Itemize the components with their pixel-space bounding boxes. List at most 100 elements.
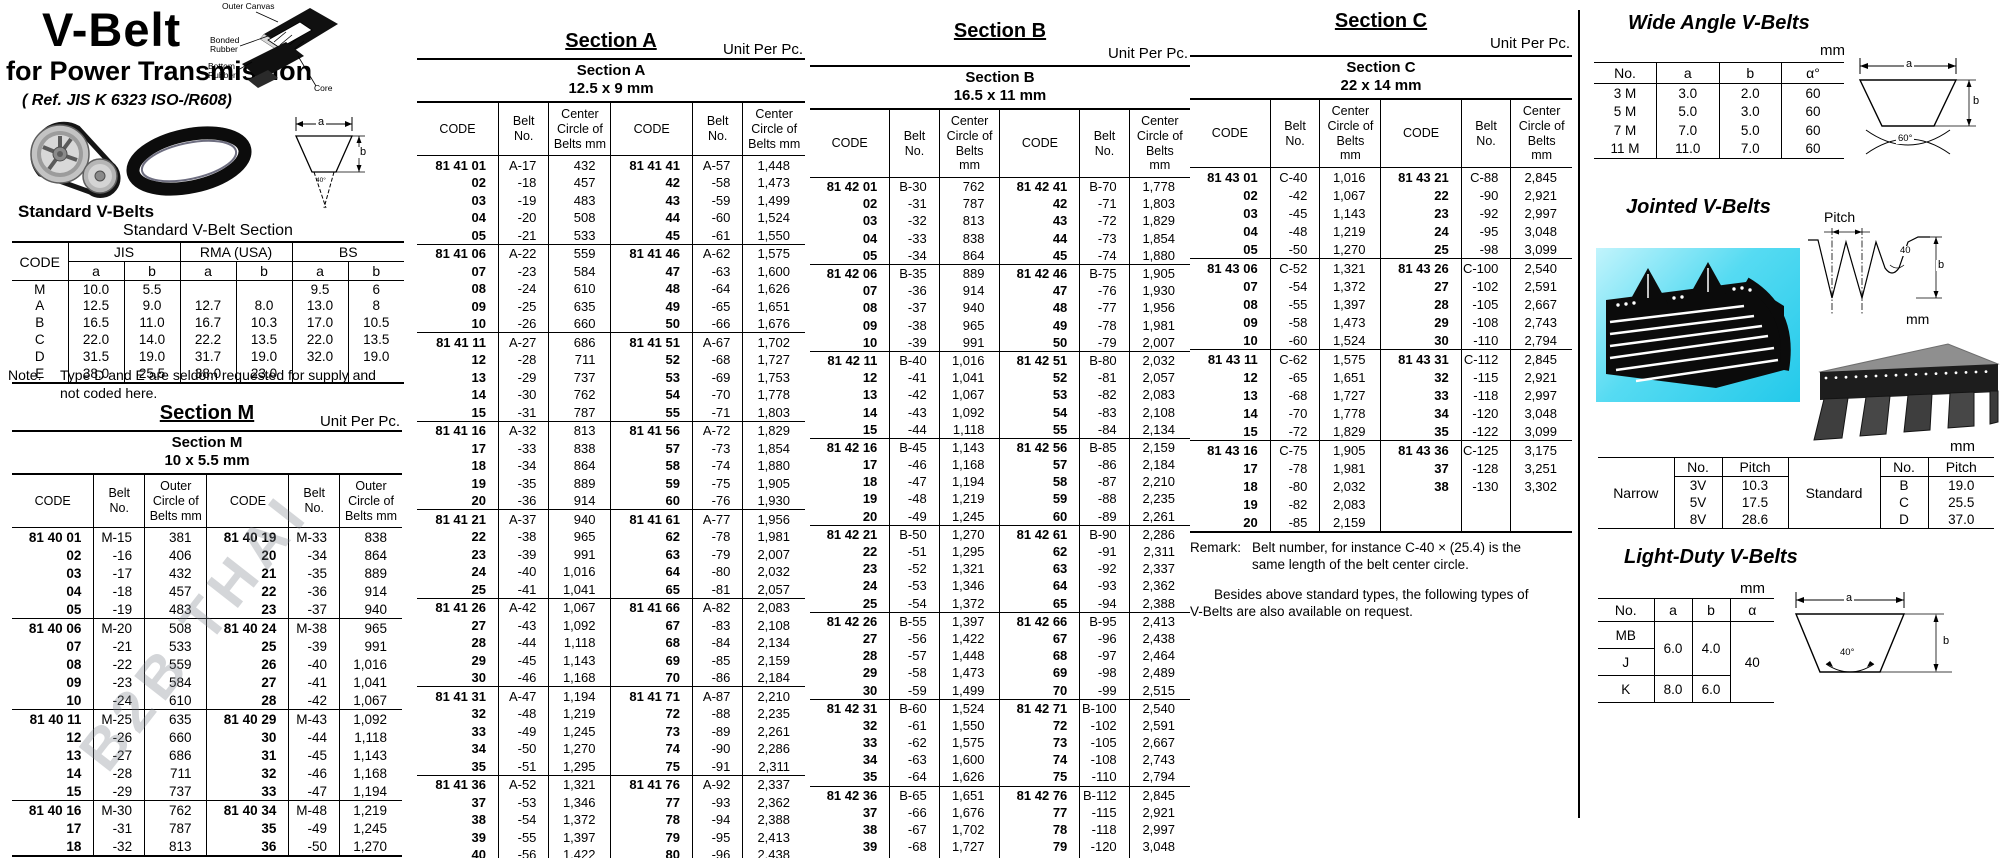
table-row: 15 -31 787 55 -71 1,803 <box>417 403 805 422</box>
table-row: 81 43 16 C-75 1,905 81 43 36 C-125 3,175 <box>1190 440 1572 459</box>
table-row: 12 -41 1,041 52 -81 2,057 <box>810 369 1190 387</box>
pitch-diagram: Pitch 40 b mm <box>1806 210 1947 340</box>
column-header: Center Circle of Belts mm <box>1319 100 1382 168</box>
table-row: 81 41 06 A-22 559 81 41 46 A-62 1,575 <box>417 243 805 263</box>
table-row: D 31.5 19.0 31.7 19.0 32.0 19.0 <box>12 348 404 365</box>
dim-a-label: a <box>1904 58 1915 70</box>
table-row: 33 -62 1,575 73 -105 2,667 <box>810 734 1190 752</box>
column-header: CODE <box>999 110 1081 178</box>
column-header: a <box>1653 598 1693 622</box>
section-a-title: Section A <box>565 30 657 52</box>
table-row: 25 -41 1,041 65 -81 2,057 <box>417 580 805 599</box>
standard-vbelts-heading: Standard V-Belts <box>18 202 155 221</box>
section-c-unit: Unit Per Pc. <box>1489 35 1570 52</box>
table-row: 17 -31 787 35 -49 1,245 <box>12 819 402 838</box>
table-row: 81 42 11 B-40 1,016 81 42 51 B-80 2,032 <box>810 350 1190 370</box>
column-header: b <box>123 261 181 281</box>
standard-vbelt-section-table: CODE JIS RMA (USA) BS a b a b a b M 10.0 5.5 9.5 6 A 12.… <box>12 241 404 384</box>
table-row: 5V 17.5 C 25.5 <box>1598 494 1994 511</box>
table-row: 07 -54 1,372 27 -102 2,591 <box>1190 277 1572 295</box>
column-header: JIS <box>67 242 181 262</box>
table-row: 07 -23 584 47 -63 1,600 <box>417 262 805 280</box>
table-row: 81 42 06 B-35 889 81 42 46 B-75 1,905 <box>810 263 1190 283</box>
table-row: 28 -44 1,118 68 -84 2,134 <box>417 633 805 652</box>
dim-a-label: a <box>1844 592 1855 604</box>
section-c-besides-text: Besides above standard types, the follow… <box>1190 586 1529 620</box>
wide-angle-diagram: a b 60° <box>1852 52 1982 166</box>
angle-label: 40 <box>1898 245 1913 256</box>
section-a-header: Section A Unit Per Pc. <box>417 30 805 58</box>
column-header: CODE <box>206 475 290 529</box>
column-header: Center Circle of Belts mm <box>548 103 612 157</box>
jointed-belt-photo <box>1596 248 1800 402</box>
standard-table-caption: Standard V-Belt Section <box>123 222 293 239</box>
table-row: 81 41 01 A-17 432 81 41 41 A-57 1,448 <box>417 155 805 174</box>
table-row: 35 -51 1,295 75 -91 2,311 <box>417 757 805 776</box>
table-row: 5 M 5.0 3.0 60 <box>1594 102 1844 121</box>
table-row: E 38.0 25.5 38.0 23.0 <box>12 364 404 383</box>
table-row: 08 -24 610 48 -64 1,626 <box>417 279 805 298</box>
table-row: 09 -25 635 49 -65 1,651 <box>417 297 805 315</box>
section-c-title: Section C <box>1334 10 1428 32</box>
column-header: No. <box>1879 457 1929 477</box>
section-a-data: CODE Belt No. Center Circle of Belts mm COD… <box>417 103 805 858</box>
light-duty-diagram: a 40° b <box>1786 584 1966 702</box>
table-row: 37 -53 1,346 77 -93 2,362 <box>417 793 805 811</box>
standard-label: Standard <box>1787 457 1881 529</box>
table-row: 24 -53 1,346 64 -93 2,362 <box>810 577 1190 595</box>
table-row: 15 -29 737 33 -47 1,194 <box>12 782 402 801</box>
table-row: 15 -72 1,829 35 -122 3,099 <box>1190 422 1572 441</box>
section-a-data-table: CODE Belt No. Center Circle of Belts mm COD… <box>417 103 805 858</box>
angle-label: 40° <box>316 177 326 184</box>
table-row: 12 -65 1,651 32 -115 2,921 <box>1190 368 1572 386</box>
column-header: Belt No. <box>1270 100 1321 168</box>
table-row: 20 -36 914 60 -76 1,930 <box>417 491 805 510</box>
table-row: 32 -61 1,550 72 -102 2,591 <box>810 716 1190 734</box>
section-m: Section M Unit Per Pc. Section M 10 x 5.… <box>12 402 402 858</box>
column-header: b <box>1691 598 1731 622</box>
section-b-title: Section B <box>953 20 1047 42</box>
table-row: 11 M 11.0 7.0 60 <box>1594 139 1844 159</box>
page-title: V-Belt <box>42 3 182 56</box>
section-c-remark: Remark: Belt number, for instance C-40 ×… <box>1190 540 1522 572</box>
table-row: 28 -57 1,448 68 -97 2,464 <box>810 647 1190 665</box>
column-header: Outer Circle of Belts mm <box>144 475 208 529</box>
table-row: 24 -40 1,016 64 -80 2,032 <box>417 562 805 581</box>
section-b-unit: Unit Per Pc. <box>1107 45 1188 62</box>
table-row: 39 -55 1,397 79 -95 2,413 <box>417 828 805 846</box>
table-row: 81 42 31 B-60 1,524 81 42 71 B-100 2,540 <box>810 698 1190 717</box>
table-row: 81 41 31 A-47 1,194 81 41 71 A-87 2,210 <box>417 686 805 705</box>
table-row: 09 -58 1,473 29 -108 2,743 <box>1190 313 1572 331</box>
table-row: 34 -50 1,270 74 -90 2,286 <box>417 739 805 758</box>
table-row: 02 -16 406 20 -34 864 <box>12 546 402 565</box>
table-row: 14 -43 1,092 54 -83 2,108 <box>810 403 1190 421</box>
table-row: 7 M 7.0 5.0 60 <box>1594 121 1844 140</box>
column-header: Pitch <box>1927 457 1994 477</box>
table-row: 03 -19 483 43 -59 1,499 <box>417 191 805 209</box>
table-row: 81 40 11 M-25 635 81 40 29 M-43 1,092 <box>12 709 402 729</box>
table-row: M 10.0 5.5 9.5 6 <box>12 280 404 298</box>
column-header: Belt No. <box>692 103 744 157</box>
section-b-header: Section B <box>810 20 1190 44</box>
section-c-data-table: CODE Belt No. Center Circle of Belts mm COD… <box>1190 100 1572 533</box>
column-header: CODE <box>1380 100 1462 168</box>
table-row: B 16.5 11.0 16.7 10.3 17.0 10.5 <box>12 314 404 332</box>
light-duty-unit: mm <box>1740 580 1765 597</box>
table-row: 14 -30 762 54 -70 1,778 <box>417 385 805 404</box>
table-row: 12 -26 660 30 -44 1,118 <box>12 728 402 747</box>
column-header: Center Circle of Belts mm <box>742 103 805 157</box>
outer-canvas-label: Outer Canvas <box>222 1 275 11</box>
table-row: 17 -46 1,168 57 -86 2,184 <box>810 456 1190 474</box>
table-row: 81 42 26 B-55 1,397 81 42 66 B-95 2,413 <box>810 611 1190 630</box>
table-row: 32 -48 1,219 72 -88 2,235 <box>417 704 805 723</box>
table-row: 18 -47 1,194 58 -87 2,210 <box>810 473 1190 491</box>
table-row: 22 -51 1,295 62 -91 2,311 <box>810 542 1190 561</box>
section-a: Section A Unit Per Pc. Section A 12.5 x … <box>417 30 805 858</box>
table-row: 02 -31 787 42 -71 1,803 <box>810 195 1190 213</box>
table-row: 38 -67 1,702 78 -118 2,997 <box>810 820 1190 839</box>
table-row: 03 -45 1,143 23 -92 2,997 <box>1190 204 1572 222</box>
narrow-standard-unit: mm <box>1950 438 1975 455</box>
table-row: 15 -44 1,118 55 -84 2,134 <box>810 420 1190 439</box>
table-row: 81 42 16 B-45 1,143 81 42 56 B-85 2,159 <box>810 437 1190 456</box>
column-header: Belt No. <box>498 103 550 157</box>
